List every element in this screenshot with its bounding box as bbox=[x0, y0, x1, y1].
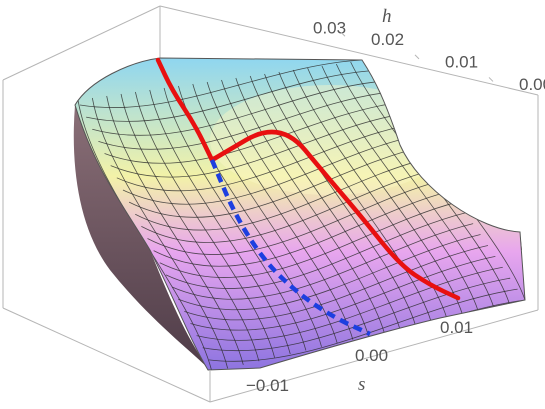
mesh-line-s bbox=[147, 179, 444, 255]
mesh-line-s bbox=[104, 103, 392, 164]
mesh-line-s bbox=[86, 70, 370, 122]
mesh-line-s bbox=[165, 212, 466, 289]
h-tick-label: 0.00 bbox=[519, 75, 545, 94]
mesh-line-s bbox=[98, 92, 385, 150]
mesh-line-s bbox=[196, 266, 503, 341]
s-tick-label: 0.01 bbox=[440, 318, 473, 337]
mesh-line-h bbox=[278, 71, 432, 322]
mesh-line-h bbox=[206, 81, 354, 340]
mesh-line-h bbox=[249, 75, 401, 329]
mesh-line-h bbox=[163, 87, 307, 351]
mesh-line-h bbox=[149, 89, 291, 355]
mesh-line-h bbox=[106, 95, 244, 365]
h-tick-label: 0.01 bbox=[445, 52, 478, 71]
curve-dashed bbox=[209, 159, 371, 337]
mesh-line-h bbox=[264, 73, 416, 326]
s-tick-label: −0.01 bbox=[246, 376, 289, 395]
mesh-line-h bbox=[307, 67, 463, 315]
mesh-line-s bbox=[208, 288, 518, 362]
mesh-line-h bbox=[235, 77, 385, 333]
mesh-line-s bbox=[122, 135, 414, 205]
h-tick-mark bbox=[340, 31, 346, 37]
h-axis-ticks: 0.03 0.02 0.01 0.00 bbox=[313, 18, 545, 94]
bounding-box-front bbox=[2, 307, 539, 403]
curves bbox=[155, 57, 461, 337]
mesh-line-h bbox=[335, 63, 495, 308]
mesh-line-s bbox=[171, 223, 474, 300]
mesh-line-h bbox=[292, 69, 448, 319]
surface bbox=[75, 58, 525, 370]
mesh-line-s bbox=[184, 245, 489, 321]
bounding-box-back bbox=[2, 5, 539, 310]
mesh-line-s bbox=[128, 146, 422, 218]
mesh-line-h bbox=[120, 93, 260, 362]
h-tick-mark bbox=[414, 54, 420, 60]
s-tick-label: 0.00 bbox=[355, 346, 388, 365]
s-axis-ticks: −0.01 0.00 0.01 bbox=[246, 318, 473, 395]
h-tick-label: 0.03 bbox=[313, 18, 346, 37]
mesh-line-h bbox=[91, 97, 229, 369]
mesh-line-s bbox=[159, 201, 459, 278]
curve-solid bbox=[209, 129, 461, 301]
h-axis-label: h bbox=[382, 6, 392, 27]
curve-solid bbox=[155, 57, 215, 163]
mesh-line-h bbox=[135, 91, 275, 358]
h-tick-label: 0.02 bbox=[371, 30, 404, 49]
mesh-line-s bbox=[116, 125, 407, 192]
h-tick-mark bbox=[488, 77, 494, 82]
mesh-line-s bbox=[178, 234, 481, 311]
mesh-line-h bbox=[221, 79, 369, 337]
mesh-line-h bbox=[192, 83, 338, 344]
mesh-line-s bbox=[110, 114, 400, 178]
mesh-line-s bbox=[92, 81, 377, 136]
s-axis-label: s bbox=[358, 374, 365, 395]
mesh-line-h bbox=[321, 65, 479, 311]
mesh-line-s bbox=[79, 59, 363, 109]
surface-outline bbox=[74, 57, 526, 371]
